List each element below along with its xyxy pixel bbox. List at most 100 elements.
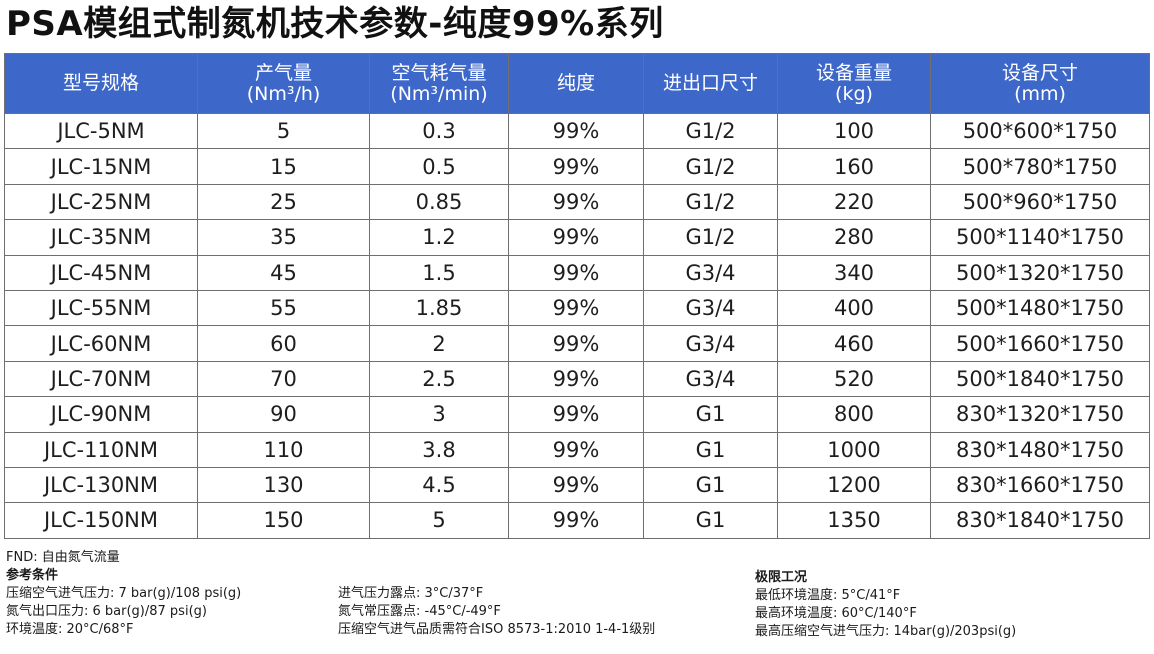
table-cell: 3.8 <box>369 431 509 468</box>
table-row: JLC-130NM 130 4.5 99% G1 1200 830*1660*1750 <box>4 466 1150 504</box>
column-header: 设备尺寸 (mm) <box>930 53 1150 114</box>
table-cell: 830*1840*1750 <box>930 502 1150 539</box>
table-cell: G1/2 <box>643 183 778 221</box>
table-cell: G1/2 <box>643 112 778 150</box>
table-cell: 830*1320*1750 <box>930 396 1150 433</box>
reference-item: 压缩空气进气压力: 7 bar(g)/108 psi(g) <box>6 586 242 601</box>
fnd-note: FND: 自由氮气流量 <box>6 550 120 565</box>
table-cell: 99% <box>508 289 644 327</box>
table-row: JLC-110NM 110 3.8 99% G1 1000 830*1480*1750 <box>4 431 1150 468</box>
column-header-text: (Nm³/h) <box>246 82 321 105</box>
column-header: 型号规格 <box>4 53 198 114</box>
table-cell: G3/4 <box>643 254 778 291</box>
column-header-text: 设备尺寸 <box>1001 61 1078 84</box>
table-row: JLC-5NM 5 0.3 99% G1/2 100 500*600*1750 <box>4 112 1150 150</box>
column-header-text: 纯度 <box>556 72 595 94</box>
table-row: JLC-15NM 15 0.5 99% G1/2 160 500*780*1750 <box>4 148 1150 185</box>
table-cell: 0.3 <box>369 112 509 150</box>
notes-right: 极限工况 最低环境温度: 5°C/41°F 最高环境温度: 60°C/140°F… <box>755 569 1016 641</box>
table-cell: 3 <box>369 396 509 433</box>
table-cell: 1200 <box>777 466 931 504</box>
table-row: JLC-150NM 150 5 99% G1 1350 830*1840*1750 <box>4 502 1150 539</box>
table-cell: 500*600*1750 <box>930 112 1150 150</box>
table-cell: 160 <box>777 148 931 185</box>
table-cell: 15 <box>197 148 370 185</box>
table-cell: 45 <box>197 254 370 291</box>
table-cell: 150 <box>197 502 370 539</box>
table-cell: 0.5 <box>369 148 509 185</box>
table-cell: JLC-130NM <box>4 466 198 504</box>
table-row: JLC-55NM 55 1.85 99% G3/4 400 500*1480*1750 <box>4 289 1150 327</box>
reference-item: 环境温度: 20°C/68°F <box>6 622 134 637</box>
table-cell: JLC-60NM <box>4 325 198 362</box>
table-cell: 5 <box>369 502 509 539</box>
table-cell: 500*780*1750 <box>930 148 1150 185</box>
table-cell: 280 <box>777 219 931 256</box>
spec-table: 型号规格 产气量 (Nm³/h) 空气耗气量 (Nm³/min) 纯度 进出口尺寸 设备重量(… <box>4 53 1150 539</box>
page-title: PSA模组式制氮机技术参数-纯度99%系列 <box>6 4 664 44</box>
table-cell: 500*1320*1750 <box>930 254 1150 291</box>
table-cell: 830*1480*1750 <box>930 431 1150 468</box>
table-cell: JLC-55NM <box>4 289 198 327</box>
table-cell: 500*1840*1750 <box>930 360 1150 398</box>
table-cell: 70 <box>197 360 370 398</box>
table-cell: 500*1480*1750 <box>930 289 1150 327</box>
table-cell: G1/2 <box>643 219 778 256</box>
table-body: JLC-5NM 5 0.3 99% G1/2 100 500*600*1750 JLC-15N… <box>4 112 1150 539</box>
table-cell: 99% <box>508 219 644 256</box>
table-cell: 2.5 <box>369 360 509 398</box>
table-cell: 2 <box>369 325 509 362</box>
table-cell: 800 <box>777 396 931 433</box>
table-cell: 1.85 <box>369 289 509 327</box>
table-cell: 99% <box>508 466 644 504</box>
column-header-text: 型号规格 <box>62 72 139 94</box>
notes-middle: 进气压力露点: 3°C/37°F 氮气常压露点: -45°C/-49°F 压缩空… <box>338 585 655 639</box>
table-cell: G3/4 <box>643 289 778 327</box>
table-row: JLC-90NM 90 3 99% G1 800 830*1320*1750 <box>4 396 1150 433</box>
column-header-text: 设备重量 <box>815 61 892 84</box>
table-cell: 99% <box>508 148 644 185</box>
table-header-row: 型号规格 产气量 (Nm³/h) 空气耗气量 (Nm³/min) 纯度 进出口尺寸 设备重量(… <box>4 53 1150 114</box>
table-cell: 99% <box>508 431 644 468</box>
column-header: 产气量 (Nm³/h) <box>197 53 370 114</box>
table-cell: 220 <box>777 183 931 221</box>
table-cell: 500*1660*1750 <box>930 325 1150 362</box>
column-header-text: 进出口尺寸 <box>662 72 758 94</box>
limits-item: 最高压缩空气进气压力: 14bar(g)/203psi(g) <box>755 624 1017 639</box>
column-header-text: 空气耗气量 <box>391 61 487 84</box>
limits-title: 极限工况 <box>755 570 808 585</box>
table-cell: 1350 <box>777 502 931 539</box>
table-cell: 99% <box>508 183 644 221</box>
table-cell: 55 <box>197 289 370 327</box>
table-row: JLC-45NM 45 1.5 99% G3/4 340 500*1320*1750 <box>4 254 1150 291</box>
table-cell: 99% <box>508 112 644 150</box>
limits-item: 最高环境温度: 60°C/140°F <box>755 606 917 621</box>
table-cell: JLC-45NM <box>4 254 198 291</box>
table-cell: JLC-25NM <box>4 183 198 221</box>
table-cell: JLC-15NM <box>4 148 198 185</box>
column-header-text: (kg) <box>835 82 873 105</box>
table-row: JLC-25NM 25 0.85 99% G1/2 220 500*960*1750 <box>4 183 1150 221</box>
reference-item: 氮气出口压力: 6 bar(g)/87 psi(g) <box>6 604 207 619</box>
table-cell: JLC-110NM <box>4 431 198 468</box>
table-cell: 60 <box>197 325 370 362</box>
table-cell: 1.2 <box>369 219 509 256</box>
table-cell: 340 <box>777 254 931 291</box>
table-cell: G3/4 <box>643 360 778 398</box>
reference-item: 进气压力露点: 3°C/37°F <box>338 586 484 601</box>
table-cell: 1.5 <box>369 254 509 291</box>
table-cell: 110 <box>197 431 370 468</box>
table-cell: JLC-35NM <box>4 219 198 256</box>
column-header-text: (Nm³/min) <box>390 82 488 105</box>
table-cell: 5 <box>197 112 370 150</box>
table-cell: 99% <box>508 502 644 539</box>
table-cell: G1 <box>643 396 778 433</box>
reference-item: 压缩空气进气品质需符合ISO 8573-1:2010 1-4-1级别 <box>338 622 656 637</box>
reference-title: 参考条件 <box>6 568 59 583</box>
table-cell: 460 <box>777 325 931 362</box>
table-row: JLC-35NM 35 1.2 99% G1/2 280 500*1140*1750 <box>4 219 1150 256</box>
column-header: 空气耗气量 (Nm³/min) <box>369 53 509 114</box>
limits-item: 最低环境温度: 5°C/41°F <box>755 588 901 603</box>
table-cell: 99% <box>508 254 644 291</box>
table-cell: 500*960*1750 <box>930 183 1150 221</box>
